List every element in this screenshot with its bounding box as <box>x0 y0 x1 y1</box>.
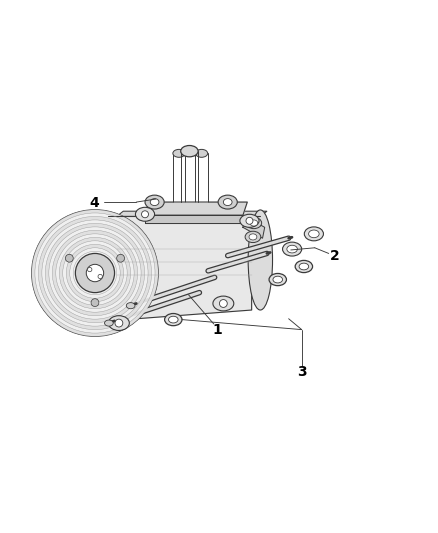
Ellipse shape <box>249 234 257 240</box>
Ellipse shape <box>246 217 253 224</box>
Ellipse shape <box>86 264 104 282</box>
Ellipse shape <box>105 320 113 326</box>
Ellipse shape <box>135 207 155 221</box>
Ellipse shape <box>287 245 297 253</box>
Ellipse shape <box>269 273 286 286</box>
Ellipse shape <box>240 214 259 228</box>
Ellipse shape <box>91 298 99 306</box>
Ellipse shape <box>88 268 92 272</box>
Ellipse shape <box>304 227 323 241</box>
Polygon shape <box>145 215 243 223</box>
Ellipse shape <box>46 223 145 322</box>
Ellipse shape <box>273 276 283 283</box>
Ellipse shape <box>117 254 124 262</box>
Ellipse shape <box>195 149 208 157</box>
Ellipse shape <box>59 237 131 309</box>
Ellipse shape <box>63 241 127 305</box>
Ellipse shape <box>49 227 141 319</box>
Ellipse shape <box>283 242 302 256</box>
Ellipse shape <box>213 296 234 311</box>
Ellipse shape <box>245 231 261 243</box>
Ellipse shape <box>141 211 148 218</box>
Ellipse shape <box>70 248 120 298</box>
Ellipse shape <box>66 244 124 302</box>
Text: 1: 1 <box>212 322 222 337</box>
Polygon shape <box>108 216 252 321</box>
Text: 4: 4 <box>89 196 99 211</box>
Polygon shape <box>117 211 267 216</box>
Ellipse shape <box>219 300 227 308</box>
Ellipse shape <box>126 303 135 309</box>
Ellipse shape <box>115 319 123 327</box>
Ellipse shape <box>56 234 134 312</box>
Ellipse shape <box>169 316 178 323</box>
Ellipse shape <box>250 220 258 226</box>
Ellipse shape <box>150 199 159 206</box>
Ellipse shape <box>75 254 115 293</box>
Text: 3: 3 <box>297 365 307 379</box>
Ellipse shape <box>109 316 129 330</box>
Ellipse shape <box>145 195 164 209</box>
Polygon shape <box>145 202 247 215</box>
Ellipse shape <box>32 210 158 336</box>
Ellipse shape <box>52 230 138 316</box>
Ellipse shape <box>299 263 309 270</box>
Ellipse shape <box>295 261 313 272</box>
Ellipse shape <box>39 216 152 329</box>
Ellipse shape <box>65 254 73 262</box>
Ellipse shape <box>98 274 102 279</box>
Ellipse shape <box>246 217 261 229</box>
Polygon shape <box>243 216 265 238</box>
Ellipse shape <box>309 230 319 238</box>
Ellipse shape <box>181 146 198 157</box>
Ellipse shape <box>35 213 155 333</box>
Ellipse shape <box>42 220 148 326</box>
Ellipse shape <box>248 210 272 310</box>
Ellipse shape <box>165 313 182 326</box>
Ellipse shape <box>32 210 158 336</box>
Ellipse shape <box>218 195 237 209</box>
Text: 2: 2 <box>329 248 339 263</box>
Ellipse shape <box>173 149 185 157</box>
Ellipse shape <box>223 199 232 206</box>
